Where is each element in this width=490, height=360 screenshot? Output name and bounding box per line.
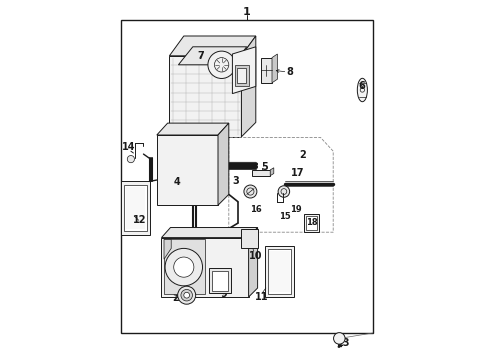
Text: 13: 13 (337, 338, 351, 348)
Text: 4: 4 (173, 177, 180, 187)
Text: 14: 14 (122, 142, 136, 152)
Polygon shape (261, 58, 272, 83)
Polygon shape (248, 228, 258, 297)
Polygon shape (252, 170, 270, 176)
Bar (237, 68, 246, 83)
Text: 8: 8 (287, 67, 294, 77)
Bar (235, 65, 248, 86)
Circle shape (244, 185, 257, 198)
Polygon shape (162, 228, 258, 238)
Text: ECU: ECU (183, 294, 190, 298)
Text: 20: 20 (173, 293, 186, 303)
Text: 3: 3 (233, 176, 240, 186)
Polygon shape (170, 36, 256, 56)
Circle shape (165, 248, 202, 286)
Circle shape (184, 292, 190, 298)
Polygon shape (162, 238, 248, 297)
Ellipse shape (357, 78, 368, 102)
Bar (121, 181, 150, 235)
Polygon shape (164, 239, 171, 259)
Polygon shape (164, 239, 205, 294)
Circle shape (178, 286, 196, 304)
Text: 11: 11 (254, 292, 268, 302)
Text: 19: 19 (290, 205, 301, 214)
Text: 16: 16 (250, 205, 262, 214)
Polygon shape (157, 135, 218, 205)
Bar (270, 251, 290, 292)
Bar (265, 246, 294, 297)
Circle shape (208, 51, 235, 78)
Polygon shape (218, 123, 229, 205)
Circle shape (334, 333, 345, 344)
Bar (268, 249, 292, 294)
Text: 12: 12 (133, 215, 147, 225)
Text: 18: 18 (306, 218, 318, 227)
Bar (306, 216, 317, 230)
Polygon shape (270, 168, 274, 176)
Polygon shape (242, 36, 256, 137)
Text: 9: 9 (220, 289, 227, 300)
Bar (126, 187, 145, 229)
Circle shape (127, 156, 134, 163)
Circle shape (278, 186, 290, 197)
Bar (212, 271, 228, 291)
Text: 15: 15 (279, 212, 291, 220)
Text: 2: 2 (299, 150, 306, 160)
Polygon shape (178, 47, 247, 65)
Text: 1: 1 (243, 7, 251, 17)
Bar (124, 185, 147, 231)
Circle shape (181, 289, 193, 301)
Polygon shape (232, 47, 256, 94)
Bar (304, 214, 319, 232)
Circle shape (174, 257, 194, 277)
Polygon shape (170, 56, 242, 137)
Text: 5: 5 (262, 162, 268, 172)
Text: 7: 7 (197, 51, 204, 61)
Polygon shape (272, 54, 277, 83)
Bar (209, 268, 231, 293)
Text: 17: 17 (291, 168, 304, 178)
Text: 6: 6 (359, 81, 366, 91)
Bar (121, 20, 373, 333)
Text: 10: 10 (249, 251, 263, 261)
Bar (242, 229, 258, 248)
Polygon shape (157, 123, 229, 135)
